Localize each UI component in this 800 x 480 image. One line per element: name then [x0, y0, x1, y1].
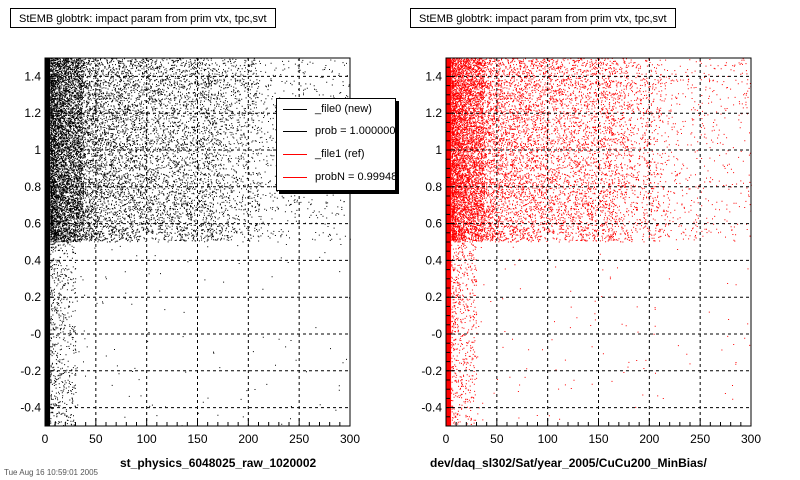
x-tick-label: 50 — [490, 432, 504, 446]
y-tick-label: 1.2 — [24, 106, 41, 120]
y-tick-label: 1.4 — [425, 69, 442, 83]
legend: _file0 (new) prob = 1.000000 _file1 (ref… — [276, 98, 396, 191]
y-tick-label: 1 — [34, 143, 41, 157]
x-tick-label: 300 — [340, 432, 360, 446]
y-tick-label: 0.8 — [24, 180, 41, 194]
y-tick-label: 0.4 — [24, 253, 41, 267]
x-tick-label: 300 — [741, 432, 761, 446]
right-scatter-panel: 0 50 100 150 200 250 300 -0.4 -0.2 -0 0.2 0.4 0.6 0.8… — [421, 57, 761, 446]
x-tick-label: 150 — [187, 432, 207, 446]
y-tick-label: 1.4 — [24, 69, 41, 83]
y-tick-label: 1.2 — [425, 106, 442, 120]
y-tick-label: 1 — [435, 143, 442, 157]
x-tick-label: 50 — [89, 432, 103, 446]
legend-line-black — [283, 109, 307, 110]
legend-line-red — [283, 154, 307, 155]
scatter-points — [50, 57, 351, 427]
legend-entry-prob: prob = 1.000000 — [277, 123, 395, 139]
y-tick-label: 0.6 — [24, 217, 41, 231]
left-plot-title: StEMB globtrk: impact param from prim vt… — [10, 8, 276, 28]
legend-label: _file0 (new) — [315, 103, 372, 115]
y-tick-label: 0.2 — [425, 290, 442, 304]
left-x-axis-label: st_physics_6048025_raw_1020002 — [120, 456, 317, 470]
y-tick-label: -0 — [431, 327, 442, 341]
y-tick-label: 0.8 — [425, 180, 442, 194]
legend-entry-new: _file0 (new) — [277, 101, 395, 117]
legend-entry-probn: probN = 0.999484 — [277, 169, 395, 185]
y-tick-label: 0.6 — [425, 217, 442, 231]
legend-label: probN = 0.999484 — [315, 171, 395, 183]
scatter-points — [451, 57, 752, 427]
y-tick-label: 0.4 — [425, 253, 442, 267]
y-tick-label: -0 — [30, 327, 41, 341]
y-tick-label: 0.2 — [24, 290, 41, 304]
x-tick-label: 250 — [289, 432, 309, 446]
x-tick-label: 100 — [137, 432, 157, 446]
x-tick-label: 0 — [443, 432, 450, 446]
right-x-axis-label: dev/daq_sl302/Sat/year_2005/CuCu200_MinB… — [430, 456, 707, 470]
y-tick-label: -0.2 — [20, 364, 41, 378]
x-tick-label: 200 — [639, 432, 659, 446]
x-tick-label: 0 — [42, 432, 49, 446]
right-plot-title: StEMB globtrk: impact param from prim vt… — [410, 8, 676, 28]
legend-line-black — [283, 131, 307, 132]
timestamp-footer: Tue Aug 16 10:59:01 2005 — [4, 468, 99, 477]
y-tick-label: -0.2 — [421, 364, 442, 378]
legend-entry-ref: _file1 (ref) — [277, 146, 395, 162]
x-tick-label: 200 — [238, 432, 258, 446]
legend-line-red — [283, 177, 307, 178]
legend-label: prob = 1.000000 — [315, 125, 395, 137]
legend-label: _file1 (ref) — [315, 148, 365, 160]
y-tick-label: -0.4 — [421, 401, 442, 415]
y-tick-label: -0.4 — [20, 401, 41, 415]
x-tick-label: 250 — [690, 432, 710, 446]
x-tick-label: 150 — [588, 432, 608, 446]
x-tick-label: 100 — [538, 432, 558, 446]
